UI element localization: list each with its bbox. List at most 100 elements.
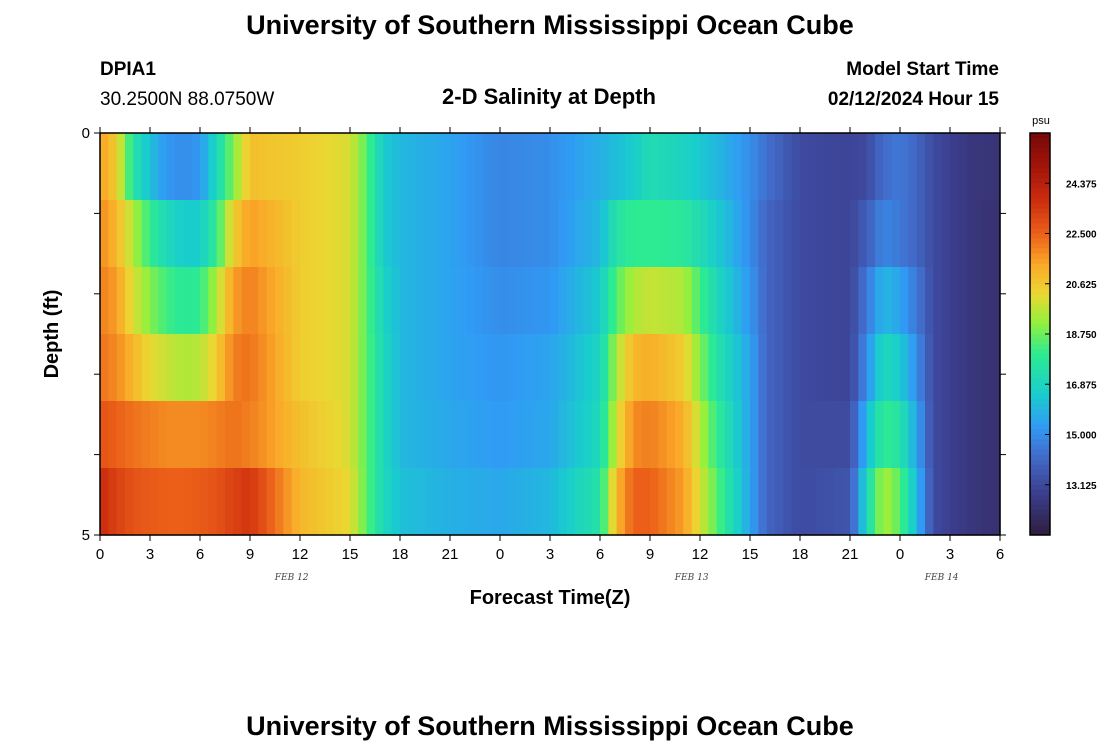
heatmap-cell [366,468,376,536]
heatmap-cell [291,468,301,536]
heatmap-cell [900,200,909,268]
x-tick-label: 9 [246,546,254,563]
heatmap-cell [316,133,326,201]
heatmap-cell [325,401,334,469]
heatmap-cell [558,133,568,201]
heatmap-cell [133,133,143,201]
heatmap-cell [725,468,734,536]
heatmap-cell [533,468,543,536]
heatmap-cell [258,133,268,201]
heatmap-cell [433,401,443,469]
heatmap-cell [933,401,943,469]
heatmap-cell [658,200,668,268]
heatmap-cell [616,267,626,335]
heatmap-cell [691,334,701,402]
heatmap-cell [575,334,584,402]
heatmap-cell [933,267,943,335]
heatmap-cell [233,334,243,402]
heatmap-cell [566,401,576,469]
heatmap-cell [658,267,668,335]
heatmap-cell [400,200,409,268]
model-start-time: 02/12/2024 Hour 15 [828,89,1000,110]
heatmap-cell [816,468,826,536]
heatmap-cell [508,334,518,402]
heatmap-cell [333,401,343,469]
heatmap-cell [408,200,418,268]
heatmap-cell [908,200,918,268]
heatmap-cell [741,200,751,268]
heatmap-cell [300,133,309,201]
heatmap-cell [275,200,284,268]
heatmap-cell [675,334,684,402]
x-tick-label: 9 [646,546,654,563]
colorbar-segment [1030,208,1050,214]
heatmap-cell [116,200,126,268]
heatmap-cell [725,200,734,268]
heatmap-cell [691,133,701,201]
heatmap-cell [716,200,726,268]
heatmap-cell [458,133,468,201]
heatmap-cell [375,133,384,201]
heatmap-cell [100,401,109,469]
heatmap-cell [600,468,609,536]
colorbar-segment [1030,198,1050,204]
heatmap-cell [775,200,784,268]
colorbar-tick-label: 22.500 [1066,230,1097,241]
heatmap-cell [158,401,168,469]
heatmap-cell [616,468,626,536]
heatmap-cell [741,401,751,469]
heatmap-cell [108,200,118,268]
heatmap-cell [375,334,384,402]
heatmap-cell [541,401,551,469]
heatmap-cell [250,334,259,402]
heatmap-cell [991,334,1001,402]
heatmap-cell [958,334,968,402]
colorbar-segment [1030,218,1050,224]
heatmap-cell [350,468,359,536]
heatmap-cell [308,468,318,536]
x-tick-label: 3 [146,546,154,563]
heatmap-cell [383,200,393,268]
heatmap-cell [291,200,301,268]
heatmap-cell [158,334,168,402]
heatmap-cell [391,334,401,402]
heatmap-cell [425,401,434,469]
footer-title: University of Southern Mississippi Ocean… [246,711,854,741]
heatmap-cell [325,200,334,268]
colorbar-segment [1030,364,1050,370]
heatmap-cell [458,200,468,268]
heatmap-cell [416,468,426,536]
heatmap-cell [700,334,709,402]
heatmap-cell [550,401,559,469]
heatmap-cell [583,267,593,335]
heatmap-cell [775,468,784,536]
heatmap-cell [441,334,451,402]
heatmap-cell [466,200,476,268]
x-tick-label: 3 [946,546,954,563]
heatmap-cell [258,468,268,536]
colorbar-segment [1030,328,1050,335]
heatmap-cell [766,468,776,536]
heatmap-cell [541,133,551,201]
heatmap-cell [791,267,801,335]
heatmap-cell [875,334,884,402]
colorbar-segment [1030,434,1050,441]
heatmap-cell [500,133,509,201]
heatmap-cell [975,334,984,402]
heatmap-cell [866,401,876,469]
heatmap-cell [766,267,776,335]
heatmap-cell [141,468,151,536]
heatmap-cell [733,468,743,536]
colorbar-segment [1030,384,1050,390]
heatmap-cell [358,334,368,402]
heatmap-cell [691,468,701,536]
heatmap-cell [916,200,926,268]
colorbar-segment [1030,464,1050,471]
heatmap-cell [425,334,434,402]
date-label: FEB 13 [674,573,709,583]
heatmap-cell [583,468,593,536]
colorbar-segment [1030,494,1050,501]
heatmap-cell [941,334,951,402]
heatmap-cell [941,468,951,536]
heatmap-cell [508,267,518,335]
